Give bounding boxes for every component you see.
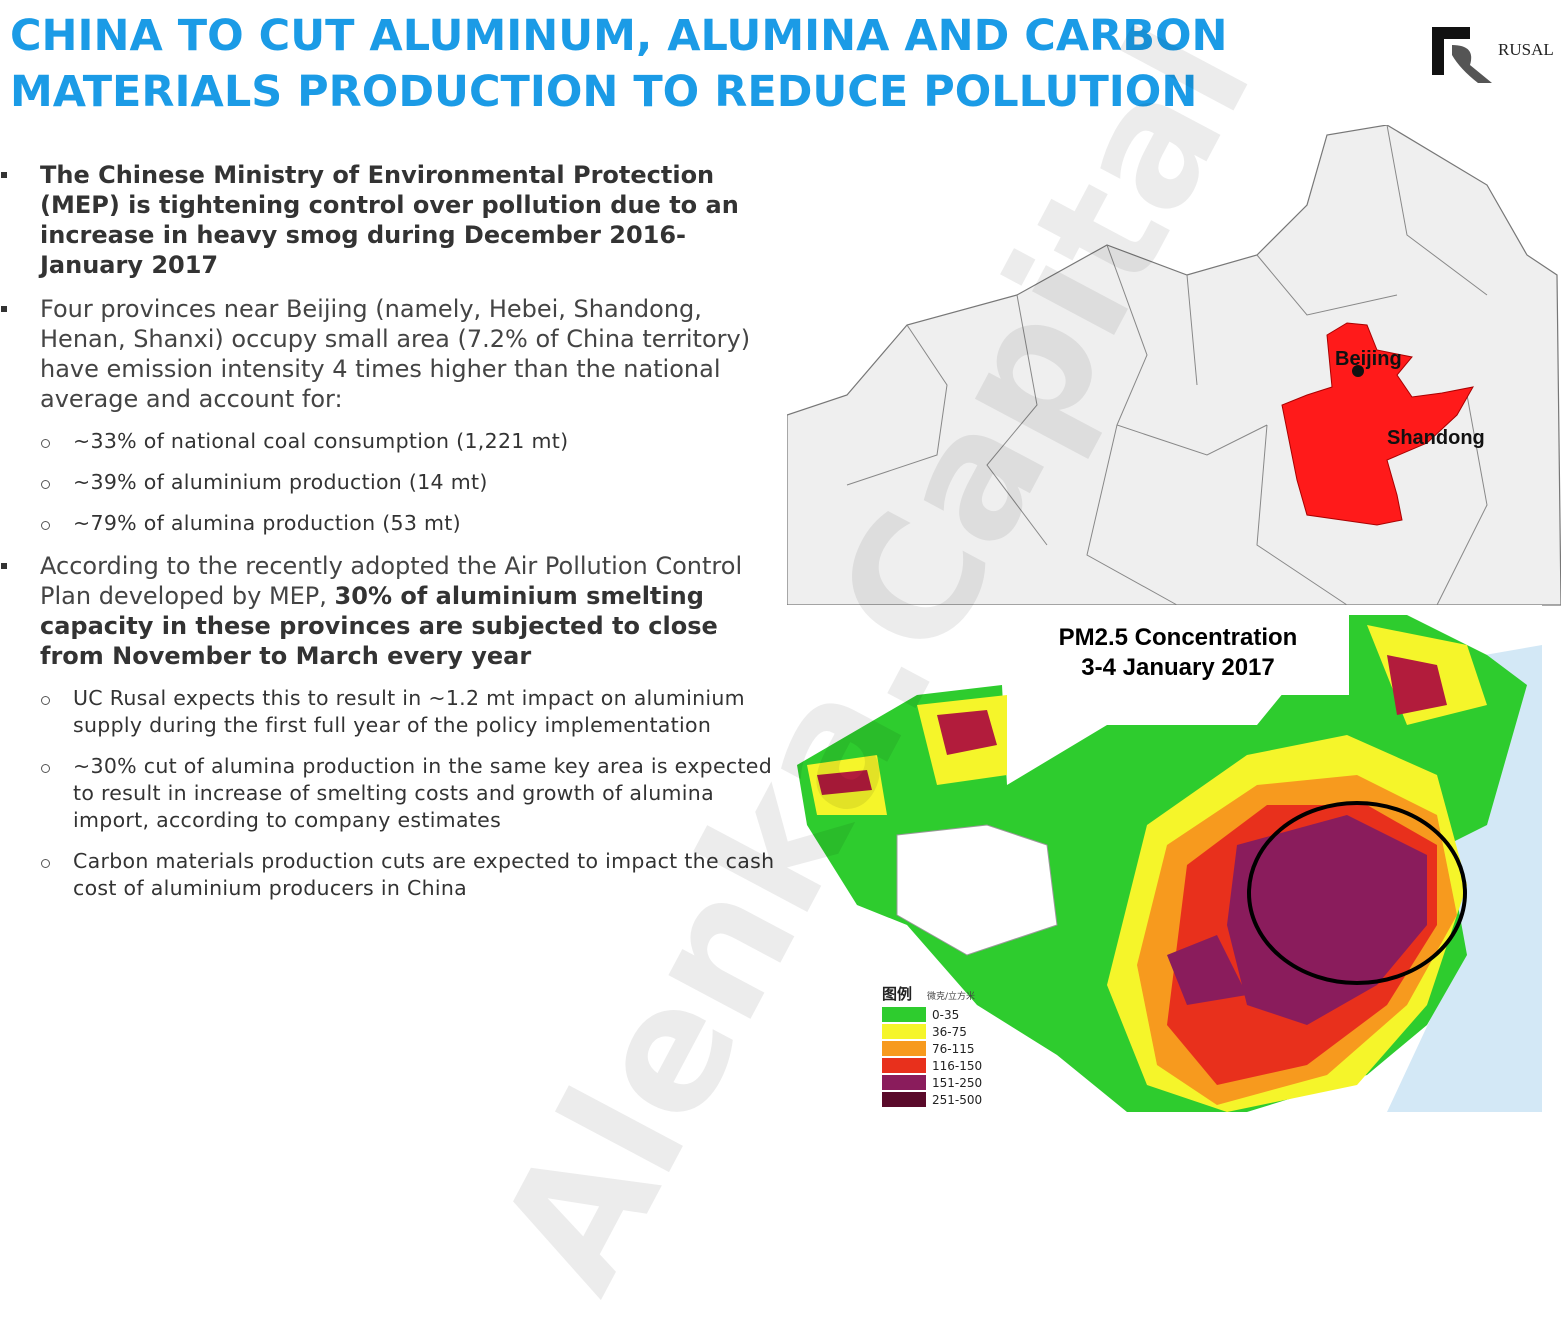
land [787, 125, 1561, 606]
bullet-text: According to the recently adopted the Ai… [40, 552, 743, 610]
heatmap-title: 3-4 January 2017 [1081, 654, 1274, 681]
zone-4 [1167, 815, 1427, 1025]
sub-marker [41, 521, 50, 530]
sub-bullet: Carbon materials production cuts are exp… [0, 848, 775, 902]
sub-list: ~33% of national coal consumption (1,221… [0, 428, 775, 537]
legend: 0-35 36-75 76-115 116-150 151-250 251-500 [882, 1007, 982, 1107]
sub-bullet: UC Rusal expects this to result in ~1.2 … [0, 685, 775, 739]
sub-text: ~79% of alumina production (53 mt) [73, 511, 461, 535]
borders [846, 125, 1488, 606]
sub-marker [41, 480, 50, 489]
sub-marker [41, 859, 50, 868]
logo-text: RUSAL [1498, 40, 1554, 59]
sub-text: UC Rusal expects this to result in ~1.2 … [73, 686, 745, 737]
heatmap-title-bg [1009, 615, 1349, 695]
legend-label: 151-250 [932, 1076, 982, 1090]
legend-title: 图例 [882, 985, 912, 1003]
map-label: Shandong [1387, 427, 1485, 449]
legend-swatch [882, 1092, 926, 1107]
city-dot [1352, 365, 1364, 377]
region [1281, 322, 1474, 526]
logo: RUSAL [1432, 27, 1554, 83]
legend-label: 0-35 [932, 1008, 959, 1022]
title-line: CHINA TO CUT ALUMINUM, ALUMINA AND CARBO… [10, 11, 1228, 61]
heatmap-title: PM2.5 Concentration [1059, 624, 1298, 651]
logo-mark [1432, 27, 1470, 75]
maps: Beijing Shandong PM2.5 Concentration 3-4… [787, 125, 1561, 1112]
legend-label: 251-500 [932, 1093, 982, 1107]
legend-swatch [882, 1058, 926, 1073]
bullet: Four provinces near Beijing (namely, Heb… [0, 294, 775, 414]
bullet-marker [1, 306, 7, 312]
legend-unit: 微克/立方米 [927, 990, 975, 1002]
bullet-text: The Chinese Ministry of Environmental Pr… [40, 161, 739, 279]
sub-bullet: ~79% of alumina production (53 mt) [0, 510, 775, 537]
sub-text: ~30% cut of alumina production in the sa… [73, 754, 773, 832]
zone-1 [807, 625, 1487, 815]
legend-swatch [882, 1075, 926, 1090]
bullet: The Chinese Ministry of Environmental Pr… [0, 160, 775, 280]
sub-bullet: ~33% of national coal consumption (1,221… [0, 428, 775, 455]
logo-mark [1452, 45, 1492, 83]
legend-swatch [882, 1041, 926, 1056]
bullet-text: 30% of aluminium smelting capacity in th… [40, 582, 718, 670]
title: CHINA TO CUT ALUMINUM, ALUMINA AND CARBO… [10, 8, 1228, 120]
sub-text: Carbon materials production cuts are exp… [73, 849, 775, 900]
bullet-text: Four provinces near Beijing (namely, Heb… [40, 295, 751, 413]
bullet-marker [1, 172, 7, 178]
legend-label: 116-150 [932, 1059, 982, 1073]
text-column: The Chinese Ministry of Environmental Pr… [0, 160, 775, 916]
sub-text: ~33% of national coal consumption (1,221… [73, 429, 569, 453]
zone-4 [817, 655, 1447, 795]
sub-bullet: ~39% of aluminium production (14 mt) [0, 469, 775, 496]
sub-bullet: ~30% cut of alumina production in the sa… [0, 753, 775, 834]
sub-text: ~39% of aluminium production (14 mt) [73, 470, 488, 494]
map-label: Beijing [1335, 348, 1402, 370]
sub-list: UC Rusal expects this to result in ~1.2 … [0, 685, 775, 902]
blank [896, 824, 1058, 956]
highlight [1247, 801, 1467, 985]
sub-marker [41, 439, 50, 448]
title-line: MATERIALS PRODUCTION TO REDUCE POLLUTION [10, 67, 1198, 117]
bullet: According to the recently adopted the Ai… [0, 551, 775, 671]
legend-label: 76-115 [932, 1042, 975, 1056]
legend-swatch [882, 1007, 926, 1022]
legend-label: 36-75 [932, 1025, 967, 1039]
legend-swatch [882, 1024, 926, 1039]
sub-marker [41, 696, 50, 705]
bullet-marker [1, 563, 7, 569]
sub-marker [41, 764, 50, 773]
